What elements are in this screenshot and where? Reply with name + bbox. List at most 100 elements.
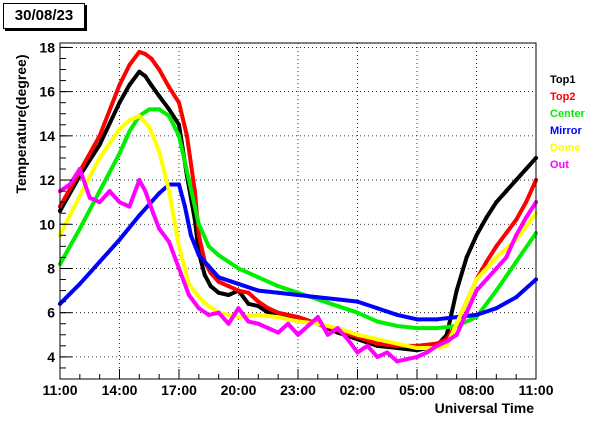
x-tick-label: 14:00 <box>102 382 138 398</box>
data-point-out <box>474 288 479 293</box>
x-tick-label: 23:00 <box>280 382 316 398</box>
data-point-mirror <box>315 295 320 300</box>
data-point-mirror <box>276 290 281 295</box>
data-point-out <box>494 266 499 271</box>
data-point-out <box>464 310 469 315</box>
y-tick-label: 12 <box>39 172 55 188</box>
x-tick-label: 08:00 <box>459 382 495 398</box>
data-point-center <box>127 129 132 134</box>
data-point-top1 <box>494 200 499 205</box>
legend-item-center: Center <box>550 108 586 120</box>
data-point-out <box>315 315 320 320</box>
data-point-mirror <box>434 317 439 322</box>
data-point-top1 <box>137 69 142 74</box>
data-point-out <box>167 239 172 244</box>
x-tick-label: 05:00 <box>399 382 435 398</box>
y-tick-label: 14 <box>39 128 55 144</box>
data-point-mirror <box>157 191 162 196</box>
data-point-mirror <box>216 275 221 280</box>
data-point-top2 <box>184 133 189 138</box>
data-point-dome <box>375 337 380 342</box>
x-axis-title: Universal Time <box>435 400 535 416</box>
data-point-top2 <box>196 233 201 238</box>
data-point-out <box>365 343 370 348</box>
data-point-top1 <box>524 167 529 171</box>
y-tick-label: 8 <box>47 260 55 276</box>
data-point-center <box>97 189 102 194</box>
data-point-out <box>385 350 390 355</box>
data-point-top1 <box>464 255 469 260</box>
data-point-out <box>305 323 310 328</box>
data-point-out <box>177 266 181 271</box>
data-point-dome <box>147 125 152 129</box>
data-point-out <box>266 326 271 331</box>
data-point-top1 <box>127 83 132 87</box>
data-point-dome <box>444 343 449 348</box>
data-point-top2 <box>494 244 499 249</box>
data-point-top2 <box>296 315 300 320</box>
data-point-mirror <box>196 253 201 258</box>
data-point-top2 <box>192 189 197 194</box>
grid <box>59 43 537 379</box>
data-point-top1 <box>256 304 261 309</box>
data-point-out <box>143 189 148 194</box>
data-point-center <box>256 275 261 280</box>
data-point-top1 <box>177 122 181 127</box>
data-point-dome <box>395 341 400 346</box>
data-point-out <box>117 200 122 205</box>
data-point-top2 <box>216 279 221 284</box>
legend-item-dome: Dome <box>550 142 581 154</box>
data-point-top2 <box>117 83 122 87</box>
x-tick-label: 20:00 <box>221 382 257 398</box>
data-point-out <box>345 337 350 342</box>
data-point-mirror <box>236 281 241 286</box>
data-point-center <box>167 113 172 118</box>
data-point-top1 <box>474 233 479 238</box>
data-point-top1 <box>208 284 213 289</box>
data-point-out <box>216 310 221 315</box>
data-point-top1 <box>504 189 509 194</box>
data-point-mirror <box>256 288 261 293</box>
data-point-center <box>216 253 221 258</box>
data-point-out <box>151 211 156 216</box>
data-point-mirror <box>137 213 142 218</box>
data-point-dome <box>474 277 479 282</box>
data-point-dome <box>296 319 300 324</box>
data-point-mirror <box>97 259 102 264</box>
data-point-dome <box>127 118 132 123</box>
data-point-out <box>514 233 519 238</box>
y-tick-label: 4 <box>47 349 55 365</box>
data-point-center <box>395 323 400 328</box>
data-point-top1 <box>202 273 207 278</box>
series-group <box>58 49 538 364</box>
series-line-dome <box>58 113 538 351</box>
data-point-dome <box>494 255 499 260</box>
data-point-out <box>226 321 231 326</box>
y-tick-label: 18 <box>39 39 55 55</box>
data-point-mirror <box>395 312 400 317</box>
data-point-mirror <box>514 295 519 300</box>
data-point-top2 <box>484 259 489 264</box>
y-tick-label: 10 <box>39 216 55 232</box>
y-axis-title: Temperature(degree) <box>13 54 29 193</box>
data-point-top2 <box>246 290 251 295</box>
data-point-center <box>186 178 191 183</box>
series-mirror <box>58 182 538 322</box>
data-point-top1 <box>226 293 231 297</box>
legend: Top1 Top2 Center Mirror Dome Out <box>550 74 586 171</box>
data-point-out <box>335 326 340 331</box>
data-point-out <box>325 332 330 337</box>
data-point-out <box>395 359 400 364</box>
data-point-out <box>137 178 142 183</box>
data-point-top2 <box>266 306 271 311</box>
data-point-out <box>246 319 251 324</box>
data-point-center <box>276 284 281 289</box>
data-point-center <box>177 133 181 138</box>
data-point-out <box>107 189 112 194</box>
data-point-mirror <box>206 264 211 269</box>
data-point-top2 <box>276 310 281 315</box>
data-point-out <box>196 306 201 311</box>
x-tick-label: 02:00 <box>340 382 376 398</box>
data-point-dome <box>117 127 122 132</box>
